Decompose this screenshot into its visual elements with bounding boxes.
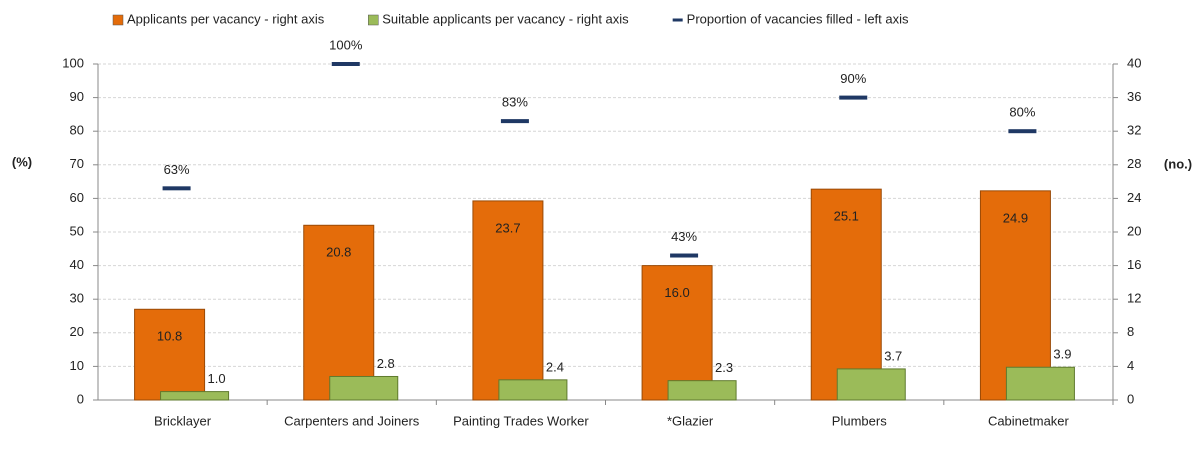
x-tick-label: Bricklayer — [154, 413, 212, 428]
marker — [162, 186, 191, 191]
y-tick-label: 90 — [70, 89, 84, 104]
legend-label: Applicants per vacancy - right axis — [127, 11, 325, 26]
y2-tick-label: 40 — [1127, 55, 1141, 70]
y2-tick-label: 20 — [1127, 223, 1141, 238]
bar — [329, 375, 399, 401]
y-tick-label: 50 — [70, 223, 84, 238]
y2-tick-label: 4 — [1127, 358, 1134, 373]
bar — [303, 224, 375, 401]
y-tick-label: 70 — [70, 156, 84, 171]
y2-tick-label: 12 — [1127, 291, 1141, 306]
data-label: 20.8 — [326, 245, 351, 260]
data-label: 10.8 — [157, 329, 182, 344]
y-tick-label: 20 — [70, 324, 84, 339]
legend-swatch — [112, 14, 124, 26]
y2-tick-label: 0 — [1127, 391, 1134, 406]
marker — [670, 253, 699, 258]
data-label: 90% — [840, 71, 866, 86]
y-tick-label: 60 — [70, 190, 84, 205]
x-tick-label: Plumbers — [832, 413, 887, 428]
y2-tick-label: 16 — [1127, 257, 1141, 272]
y2-axis-label: (no.) — [1164, 156, 1192, 171]
data-label: 23.7 — [495, 220, 520, 235]
data-label: 63% — [164, 162, 190, 177]
bar — [810, 188, 882, 401]
y-tick-label: 80 — [70, 123, 84, 138]
bar — [1005, 366, 1075, 401]
y2-tick-label: 32 — [1127, 123, 1141, 138]
y-tick-label: 40 — [70, 257, 84, 272]
x-tick-label: Carpenters and Joiners — [284, 413, 420, 428]
data-label: 80% — [1009, 105, 1035, 120]
bar — [667, 380, 737, 401]
data-label: 1.0 — [208, 371, 226, 386]
data-label: 83% — [502, 95, 528, 110]
y-tick-label: 0 — [77, 391, 84, 406]
legend-label: Proportion of vacancies filled - left ax… — [687, 11, 909, 26]
legend-swatch — [672, 18, 683, 22]
data-label: 24.9 — [1003, 210, 1028, 225]
data-label: 3.9 — [1053, 347, 1071, 362]
data-label: 3.7 — [884, 348, 902, 363]
x-tick-label: Cabinetmaker — [988, 413, 1070, 428]
bar — [836, 368, 906, 401]
y-tick-label: 10 — [70, 358, 84, 373]
x-tick-label: Painting Trades Worker — [453, 413, 589, 428]
y-tick-label: 100 — [62, 55, 84, 70]
data-label: 2.8 — [377, 356, 395, 371]
y2-tick-label: 36 — [1127, 89, 1141, 104]
marker — [1008, 129, 1037, 134]
data-label: 2.3 — [715, 360, 733, 375]
bar — [472, 200, 544, 401]
data-label: 43% — [671, 229, 697, 244]
y2-tick-label: 28 — [1127, 156, 1141, 171]
marker — [839, 95, 868, 100]
legend-swatch — [368, 14, 379, 26]
marker — [331, 62, 360, 66]
data-label: 2.4 — [546, 359, 564, 374]
x-tick-label: *Glazier — [667, 413, 714, 428]
bar — [160, 391, 230, 401]
marker — [500, 119, 529, 124]
y2-tick-label: 8 — [1127, 324, 1134, 339]
bar — [134, 308, 206, 401]
y2-tick-label: 24 — [1127, 190, 1141, 205]
data-label: 25.1 — [834, 209, 859, 224]
legend-label: Suitable applicants per vacancy - right … — [382, 11, 629, 26]
data-label: 16.0 — [664, 285, 689, 300]
data-label: 100% — [329, 37, 363, 52]
bar — [979, 190, 1051, 401]
y-axis-label: (%) — [12, 154, 32, 169]
y-tick-label: 30 — [70, 291, 84, 306]
bar — [498, 379, 568, 401]
